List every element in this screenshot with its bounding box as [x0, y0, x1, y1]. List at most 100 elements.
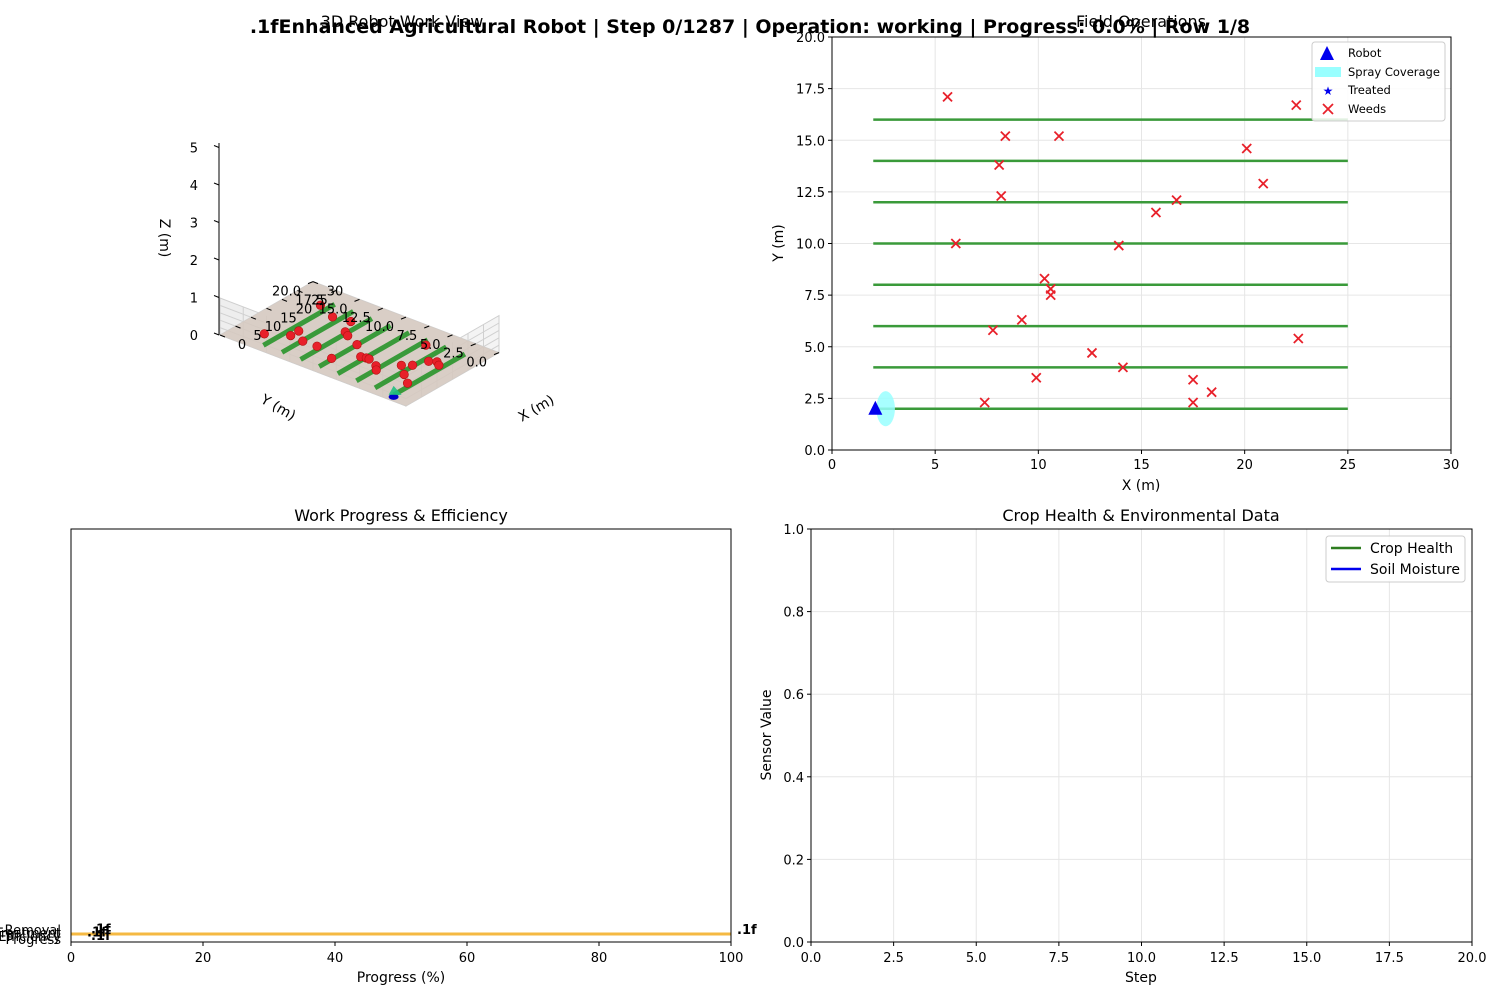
- crop-row-3d: [262, 302, 336, 348]
- weed-3d-marker: [396, 360, 406, 371]
- progress-xlabel: Progress (%): [357, 970, 445, 986]
- robot-3d-sensor: [388, 385, 402, 395]
- progress-plot-frame: [70, 528, 732, 943]
- sensor-ytick-label: 1.0: [783, 523, 804, 538]
- crop-row-3d: [280, 309, 355, 355]
- weed-3d-marker: [312, 341, 322, 351]
- weed-marker-stroke: [1291, 100, 1302, 111]
- y3d-tick-label: 15.0: [319, 302, 348, 317]
- figure-suptitle: .1fEnhanced Agricultural Robot | Step 0/…: [249, 16, 1251, 38]
- weed-marker-stroke: [1187, 397, 1199, 408]
- weed-3d-marker: [434, 360, 444, 370]
- panel-work-progress: Work Progress & Efficiency 0 20 40 60 80 100 P…: [0, 506, 757, 986]
- sensor-ytick-label: 0.2: [783, 853, 804, 868]
- weed-3d-marker: [407, 360, 418, 370]
- axis3d-zlabel: Z (m): [156, 219, 172, 258]
- weed-marker: [1291, 100, 1302, 111]
- x3d-tick-mark: [250, 316, 257, 320]
- z3d-tick-mark: [213, 145, 220, 148]
- weed-marker: [1150, 207, 1162, 218]
- y3d-tick-mark: [447, 334, 453, 338]
- weed-3d-marker: [259, 329, 269, 339]
- weed-3d-marker: [327, 353, 337, 363]
- field-ytick-label: 12.5: [796, 186, 825, 201]
- weed-marker-stroke: [1000, 130, 1011, 142]
- sensor-ytick-label: 0.0: [783, 936, 804, 951]
- weed-3d-marker: [286, 331, 296, 341]
- axis3d-xlabel: X (m): [516, 392, 557, 425]
- sensor-legend: Crop Health Soil Moisture: [1325, 535, 1466, 583]
- y3d-tick-mark: [354, 298, 360, 302]
- robot-marker: [868, 400, 883, 415]
- progress-category-label: Treatment: [0, 927, 61, 942]
- crop-row-3d: [299, 316, 374, 362]
- sensor-plot-frame: [810, 528, 1473, 943]
- y3d-tick-mark: [331, 290, 337, 293]
- sensor-ytick-label: 0.6: [783, 688, 804, 703]
- sensor-xtick-label: 15.0: [1292, 951, 1321, 966]
- weed-marker: [1187, 397, 1199, 408]
- field-ytick-label: 7.5: [804, 289, 825, 304]
- z3d-tick-label: 1: [190, 292, 198, 307]
- weed-3d-marker: [424, 356, 434, 366]
- z3d-tick-label: 5: [190, 142, 198, 157]
- field-ytick-label: 2.5: [804, 392, 825, 407]
- z3d-tick-mark: [213, 220, 220, 223]
- weed-marker: [942, 91, 953, 103]
- weed-marker-stroke: [1053, 130, 1065, 142]
- panel-field-operations: Field Operations 0 5 10 15 20 25 30 0.0 2.5 5.0 7.…: [771, 12, 1459, 494]
- z3d-tick-mark: [213, 332, 220, 336]
- panel-progress-title: Work Progress & Efficiency: [294, 506, 508, 525]
- panel-3d-title: 3D Robot Work View: [321, 12, 484, 31]
- weed-marker-stroke: [987, 325, 999, 336]
- x3d-tick-label: 0: [238, 338, 246, 353]
- y3d-tick-label: 0.0: [466, 356, 487, 371]
- sensor-ytick-label: 0.4: [783, 771, 804, 786]
- crop-row-3d: [336, 330, 411, 376]
- weed-marker: [993, 159, 1005, 171]
- weed-marker-stroke: [1031, 372, 1042, 383]
- x3d-tick-label: 5: [253, 329, 261, 344]
- panel-3d-robot-view: 3D Robot Work View 0510152025300.02.55.0…: [156, 12, 557, 425]
- x3d-tick-label: 15: [280, 311, 297, 326]
- x3d-tick-mark: [266, 307, 272, 311]
- weed-marker: [1206, 387, 1217, 398]
- x3d-tick-mark: [281, 298, 288, 302]
- weed-marker: [1258, 178, 1269, 189]
- spray-coverage-area: [876, 391, 895, 427]
- weed-marker: [979, 397, 990, 408]
- field-ytick-label: 15.0: [796, 134, 825, 149]
- weed-marker-stroke: [1206, 387, 1217, 398]
- z3d-tick-label: 2: [190, 254, 198, 269]
- panel-crop-health: Crop Health & Environmental Data 0.0 2.5 5…: [759, 506, 1486, 986]
- progress-category-label: Removal: [5, 923, 61, 938]
- x3d-tick-label: 10: [265, 320, 282, 335]
- weed-marker: [1113, 240, 1124, 251]
- weed-marker: [1187, 374, 1199, 385]
- field-xtick-label: 25: [1340, 458, 1357, 473]
- legend-weeds-marker: [1322, 103, 1334, 115]
- sensor-xlabel: Step: [1125, 970, 1157, 986]
- field-xtick-label: 15: [1133, 458, 1150, 473]
- y3d-tick-label: 12.5: [342, 311, 371, 326]
- weed-marker: [1293, 333, 1304, 344]
- weed-marker: [1039, 273, 1050, 284]
- y3d-tick-label: 17.5: [295, 293, 324, 308]
- field-xtick-label: 20: [1236, 458, 1253, 473]
- legend-treated-marker: ★: [1323, 84, 1334, 98]
- x3d-tick-label: 30: [327, 285, 344, 300]
- progress-xtick-label: 40: [327, 951, 344, 966]
- axis3d-ylabel: Y (m): [257, 391, 298, 424]
- z3d-tick-mark: [213, 257, 220, 261]
- progress-xtick-label: 80: [591, 951, 608, 966]
- weed-marker-stroke: [1258, 178, 1269, 189]
- y3d-tick-label: 5.0: [420, 338, 441, 353]
- robot-3d-body: [388, 393, 399, 400]
- sensor-xtick-label: 5.0: [966, 951, 987, 966]
- weed-marker: [1045, 289, 1056, 301]
- field-legend: Robot Spray Coverage ★ Treated Weeds: [1311, 41, 1446, 122]
- panel-sensor-title: Crop Health & Environmental Data: [1002, 506, 1279, 525]
- weed-marker-stroke: [996, 190, 1007, 202]
- field-ylabel: Y (m): [771, 224, 787, 263]
- crop-row-3d: [355, 337, 429, 383]
